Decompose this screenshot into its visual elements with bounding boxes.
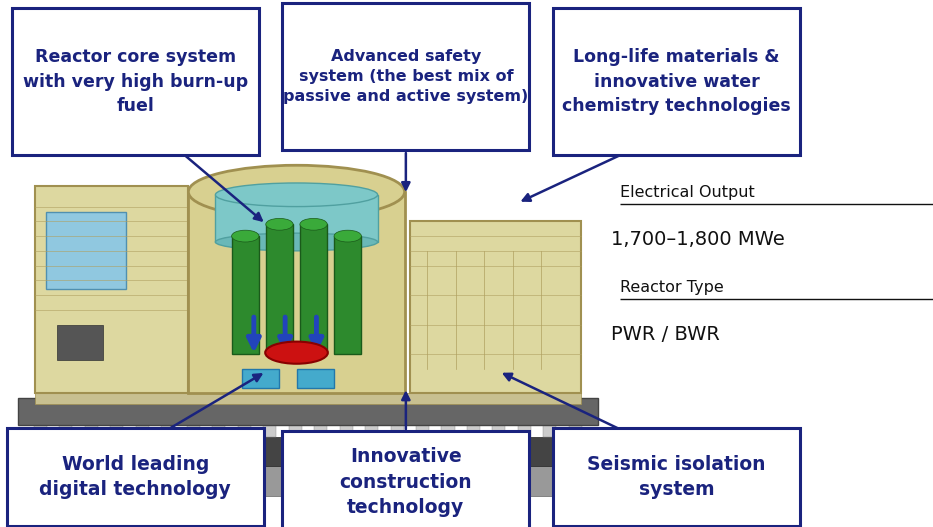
Bar [543, 419, 556, 437]
Ellipse shape [265, 341, 327, 364]
Bar [299, 225, 327, 354]
Bar [187, 419, 200, 437]
Bar [416, 419, 429, 437]
FancyBboxPatch shape [7, 428, 264, 525]
Bar [288, 419, 301, 437]
Bar [35, 186, 188, 393]
Bar [297, 369, 333, 388]
Bar [212, 419, 225, 437]
Bar [365, 419, 378, 437]
Ellipse shape [231, 230, 259, 242]
Bar [569, 419, 582, 437]
Ellipse shape [266, 218, 293, 230]
Ellipse shape [299, 218, 327, 230]
Bar [161, 419, 174, 437]
Bar [263, 419, 276, 437]
Bar [243, 369, 280, 388]
FancyBboxPatch shape [11, 8, 259, 155]
Text: Reactor core system
with very high burn-up
fuel: Reactor core system with very high burn-… [22, 48, 248, 115]
Text: Reactor Type: Reactor Type [620, 280, 724, 295]
Bar [466, 419, 480, 437]
Bar [391, 419, 404, 437]
Bar [334, 236, 361, 354]
Bar [18, 398, 598, 425]
Bar [188, 192, 405, 393]
Bar [518, 419, 531, 437]
Bar [411, 221, 581, 393]
FancyBboxPatch shape [282, 431, 530, 527]
Bar [23, 437, 592, 466]
Bar [34, 419, 47, 437]
Bar [231, 236, 259, 354]
Text: Advanced safety
system (the best mix of
passive and active system): Advanced safety system (the best mix of … [284, 48, 528, 104]
Bar [136, 419, 149, 437]
Ellipse shape [216, 183, 378, 207]
Bar [12, 461, 604, 496]
Bar [340, 419, 353, 437]
Text: 1,700–1,800 MWe: 1,700–1,800 MWe [611, 230, 785, 249]
Bar [35, 393, 581, 404]
FancyBboxPatch shape [282, 3, 530, 150]
Ellipse shape [188, 165, 405, 218]
Bar [60, 419, 73, 437]
Text: Electrical Output: Electrical Output [620, 185, 755, 200]
Ellipse shape [216, 233, 378, 251]
Text: Seismic isolation
system: Seismic isolation system [587, 455, 766, 499]
Bar [441, 419, 454, 437]
Bar [266, 225, 293, 354]
Bar [216, 195, 378, 242]
Bar [238, 419, 251, 437]
Bar [110, 419, 123, 437]
Text: PWR / BWR: PWR / BWR [611, 325, 720, 344]
FancyBboxPatch shape [552, 428, 800, 525]
Text: World leading
digital technology: World leading digital technology [39, 455, 231, 499]
Ellipse shape [334, 230, 361, 242]
Bar [85, 419, 98, 437]
Bar [493, 419, 506, 437]
Text: Long-life materials &
innovative water
chemistry technologies: Long-life materials & innovative water c… [562, 48, 791, 115]
Bar [58, 325, 103, 360]
Bar [314, 419, 327, 437]
Bar [46, 212, 126, 289]
Text: Innovative
construction
technology: Innovative construction technology [340, 447, 472, 518]
FancyBboxPatch shape [552, 8, 800, 155]
